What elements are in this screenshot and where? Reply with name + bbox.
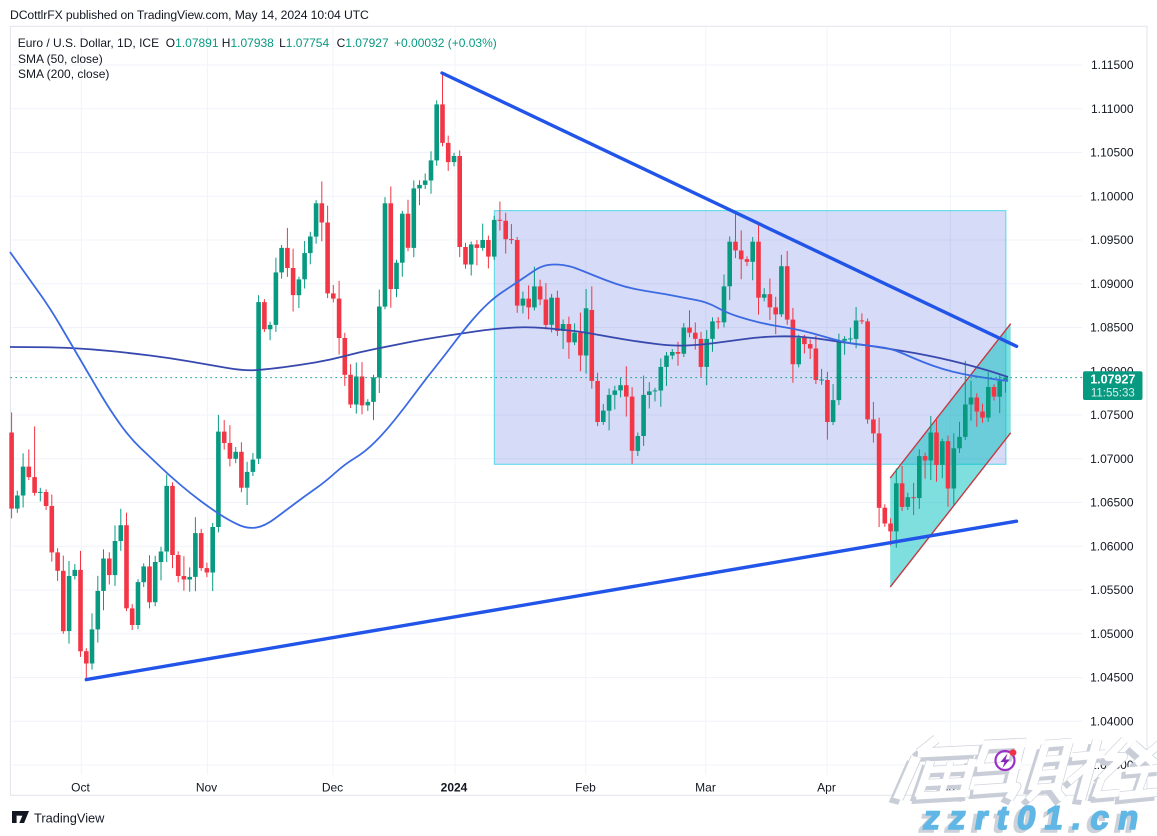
svg-text:1.06500: 1.06500 — [1090, 496, 1134, 510]
svg-text:1.10000: 1.10000 — [1090, 189, 1134, 203]
svg-text:+0.00032 (+0.03%): +0.00032 (+0.03%) — [394, 36, 497, 50]
svg-text:1.09000: 1.09000 — [1090, 277, 1134, 291]
svg-text:C1.07927: C1.07927 — [337, 36, 389, 50]
svg-text:11:55:33: 11:55:33 — [1091, 388, 1135, 400]
svg-text:L1.07754: L1.07754 — [279, 36, 329, 50]
svg-text:Feb: Feb — [575, 781, 596, 795]
svg-text:zzrt01.cn: zzrt01.cn — [916, 803, 1146, 836]
svg-text:O1.07891: O1.07891 — [166, 36, 219, 50]
svg-text:1.04000: 1.04000 — [1090, 715, 1134, 729]
svg-text:1.08500: 1.08500 — [1090, 321, 1134, 335]
svg-text:Oct: Oct — [71, 781, 90, 795]
svg-text:SMA (200, close): SMA (200, close) — [18, 67, 109, 81]
svg-text:Euro / U.S. Dollar, 1D, ICE: Euro / U.S. Dollar, 1D, ICE — [18, 36, 159, 50]
svg-text:Mar: Mar — [695, 781, 716, 795]
svg-text:1.07927: 1.07927 — [1090, 372, 1135, 386]
svg-text:DCottlrFX published on Trading: DCottlrFX published on TradingView.com, … — [10, 8, 369, 22]
svg-text:Apr: Apr — [817, 781, 836, 795]
svg-text:1.05000: 1.05000 — [1090, 627, 1134, 641]
svg-text:2024: 2024 — [441, 781, 468, 795]
svg-text:1.10500: 1.10500 — [1090, 146, 1134, 160]
svg-text:1.11000: 1.11000 — [1091, 102, 1134, 116]
svg-text:H1.07938: H1.07938 — [222, 36, 274, 50]
svg-text:zzrt01.cn: zzrt01.cn — [920, 800, 1150, 836]
svg-text:TradingView: TradingView — [34, 811, 105, 826]
svg-text:1.11500: 1.11500 — [1091, 58, 1134, 72]
svg-text:Nov: Nov — [196, 781, 217, 795]
svg-text:1.07000: 1.07000 — [1090, 452, 1134, 466]
svg-text:SMA (50, close): SMA (50, close) — [18, 52, 103, 66]
svg-text:1.06000: 1.06000 — [1090, 540, 1134, 554]
svg-text:Dec: Dec — [322, 781, 343, 795]
svg-text:1.05500: 1.05500 — [1090, 583, 1134, 597]
svg-text:1.09500: 1.09500 — [1090, 233, 1134, 247]
svg-text:1.07500: 1.07500 — [1090, 408, 1134, 422]
svg-text:1.04500: 1.04500 — [1090, 671, 1134, 685]
